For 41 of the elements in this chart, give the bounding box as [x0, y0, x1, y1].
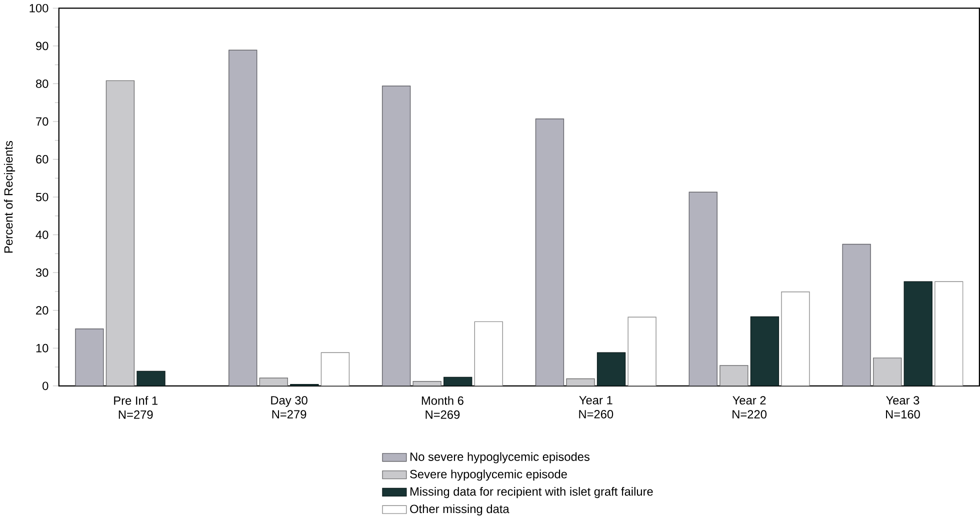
y-tick-label: 20 [36, 306, 48, 314]
y-tick-label: 90 [36, 42, 48, 50]
bar [136, 370, 166, 386]
x-tick-label: Year 2 N=220 [732, 396, 767, 418]
bar [873, 357, 902, 386]
y-tick-label: 30 [36, 268, 48, 277]
x-tick-label: Pre Inf 1 N=279 [114, 396, 158, 419]
bar [842, 244, 871, 386]
bar [628, 316, 656, 386]
legend-label: Other missing data [410, 504, 510, 516]
bar [228, 50, 258, 386]
legend-label: Severe hypoglycemic episode [410, 469, 567, 480]
bar [688, 192, 718, 386]
bar [106, 80, 135, 386]
x-tick-label: Year 3 N=160 [886, 396, 920, 418]
x-tick-label: Year 1 N=260 [579, 396, 614, 418]
bar [934, 281, 964, 386]
legend-label: Missing data for recipient with islet graft failure [410, 486, 653, 498]
bar [75, 328, 104, 386]
bar [904, 281, 932, 386]
x-tick-label: Month 6 N=269 [422, 396, 464, 419]
bar [474, 321, 503, 386]
y-tick-label: 50 [36, 192, 48, 202]
bar [320, 352, 350, 386]
y-tick-label: 100 [30, 4, 48, 12]
x-tick-label: Day 30 N=279 [271, 396, 308, 418]
bar [596, 352, 626, 386]
y-tick-label: 40 [36, 230, 48, 239]
y-axis-title: Percent of Recipients [4, 140, 16, 252]
y-tick-label: 10 [36, 344, 48, 352]
bar [382, 85, 411, 386]
y-tick-label: 0 [42, 382, 48, 390]
bar [781, 291, 810, 386]
bar [720, 364, 748, 386]
bar [750, 316, 780, 386]
y-tick-label: 70 [36, 117, 48, 126]
bar [444, 377, 472, 386]
y-tick-label: 60 [36, 154, 48, 164]
legend-label: No severe hypoglycemic episodes [410, 452, 590, 464]
y-tick-label: 80 [36, 79, 48, 88]
bar [535, 118, 564, 386]
